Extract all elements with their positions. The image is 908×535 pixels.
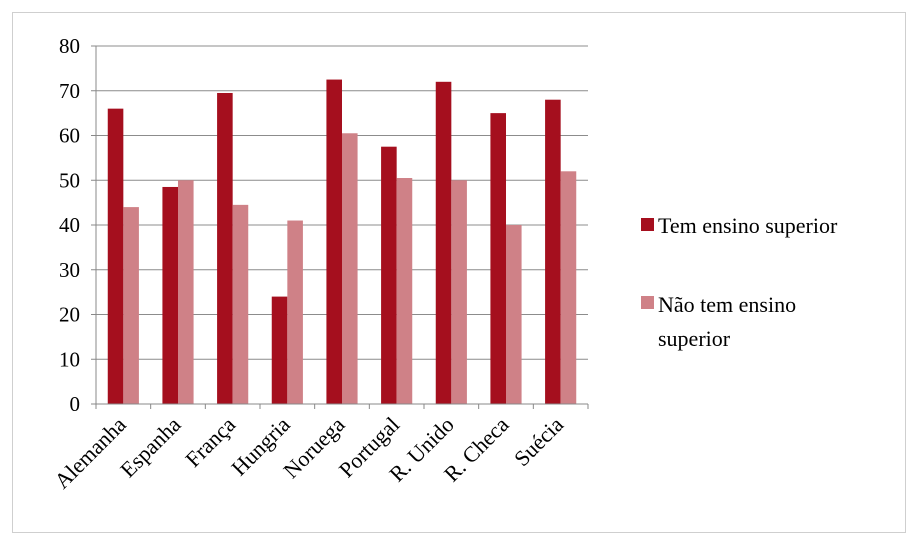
bar-nao-tem-ensino-superior [287,220,303,404]
bar-tem-ensino-superior [271,296,288,404]
bar-tem-ensino-superior [545,99,561,404]
y-tick-label: 80 [59,34,80,58]
bar-nao-tem-ensino-superior [232,204,249,404]
y-tick-label: 60 [59,124,80,148]
y-tick-label: 20 [59,303,80,327]
chart-frame [12,12,906,533]
bar-nao-tem-ensino-superior [396,178,413,404]
y-tick-label: 70 [59,79,80,103]
legend-label-tem: Tem ensino superior [658,213,838,238]
x-axis-labels: AlemanhaEspanhaFrançaHungriaNoruegaPortu… [49,404,589,494]
legend-label-nao-tem-line1: Não tem ensino [658,292,796,317]
bars [107,79,577,405]
bar-tem-ensino-superior [435,81,452,405]
x-category-label: Alemanha [49,412,131,494]
x-category-label: Suécia [509,412,568,471]
bar-nao-tem-ensino-superior [506,225,522,404]
legend: Tem ensino superior Não tem ensino super… [641,213,838,351]
bar-nao-tem-ensino-superior [451,180,467,404]
bar-tem-ensino-superior [217,92,233,405]
y-tick-label: 50 [59,168,80,192]
y-tick-label: 30 [59,258,80,282]
bar-tem-ensino-superior [326,79,342,404]
bar-nao-tem-ensino-superior [123,207,139,404]
y-axis-ticks: 0 10 20 30 40 50 60 70 80 [59,34,96,416]
y-tick-label: 40 [59,213,80,237]
y-tick-label: 10 [59,347,80,371]
legend-label-nao-tem-line2: superior [658,326,731,351]
legend-swatch-nao-tem [641,296,654,309]
x-category-label: Noruega [278,412,349,483]
y-tick-label: 0 [70,392,81,416]
legend-swatch-tem [641,218,654,231]
bar-tem-ensino-superior [107,108,124,405]
bar-nao-tem-ensino-superior [178,180,194,404]
bar-nao-tem-ensino-superior [342,133,358,404]
bar-tem-ensino-superior [381,146,397,404]
bar-tem-ensino-superior [490,113,506,404]
bar-nao-tem-ensino-superior [560,171,577,404]
bar-tem-ensino-superior [162,186,178,404]
x-category-label: Espanha [115,412,186,483]
